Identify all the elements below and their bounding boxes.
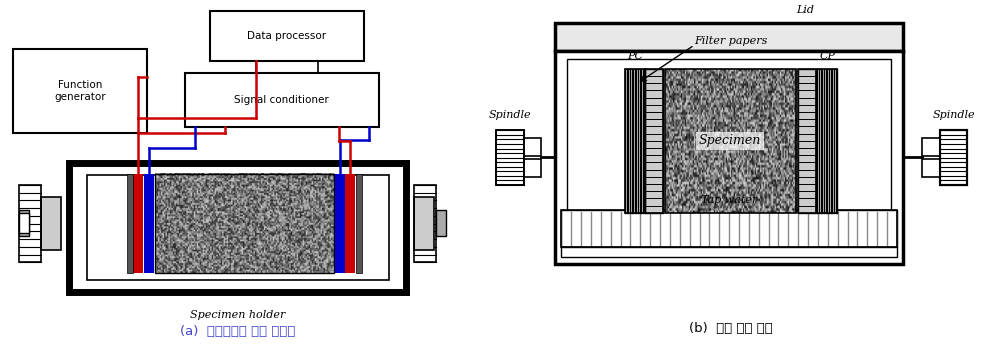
Bar — [437, 210, 446, 236]
Bar — [14, 49, 147, 133]
Bar — [20, 185, 41, 262]
Bar — [817, 69, 838, 213]
Bar — [185, 73, 379, 127]
Text: CP: CP — [819, 51, 836, 61]
Bar — [567, 59, 891, 256]
Bar — [414, 185, 437, 262]
Bar — [144, 174, 154, 273]
Bar — [922, 138, 940, 156]
Text: Signal conditioner: Signal conditioner — [234, 95, 330, 105]
Bar — [555, 51, 903, 264]
Bar — [495, 130, 524, 185]
Bar — [798, 69, 815, 213]
Bar — [155, 174, 334, 273]
Bar — [210, 11, 364, 61]
Bar — [86, 175, 388, 280]
Text: Specimen holder: Specimen holder — [190, 310, 285, 320]
Text: Spindle: Spindle — [932, 111, 975, 120]
Bar — [20, 210, 29, 236]
Bar — [817, 69, 838, 213]
Text: (a)  전기비저항 측정 시스템: (a) 전기비저항 측정 시스템 — [180, 325, 295, 338]
Bar — [345, 174, 355, 273]
Bar — [555, 23, 903, 51]
Bar — [645, 69, 662, 213]
Bar — [69, 163, 406, 292]
Text: Specimen: Specimen — [699, 134, 761, 147]
Bar — [561, 210, 897, 247]
Bar — [664, 69, 796, 213]
Bar — [356, 174, 362, 273]
Text: Lid: Lid — [797, 5, 814, 15]
Bar — [922, 159, 940, 177]
Bar — [524, 138, 542, 156]
Bar — [128, 174, 133, 273]
Bar — [561, 247, 897, 257]
Bar — [133, 174, 143, 273]
Bar — [940, 130, 967, 185]
Text: Data processor: Data processor — [247, 31, 327, 41]
Bar — [414, 197, 435, 250]
Bar — [940, 130, 967, 185]
Bar — [625, 69, 645, 213]
Bar — [495, 130, 524, 185]
Text: (b)  암석 시료 홀더: (b) 암석 시료 홀더 — [690, 322, 773, 335]
Bar — [41, 197, 61, 250]
Bar — [645, 69, 662, 213]
Bar — [524, 159, 542, 177]
Text: Spindle: Spindle — [489, 111, 531, 120]
Bar — [561, 210, 897, 247]
Bar — [335, 174, 345, 273]
Bar — [798, 69, 815, 213]
Text: PC: PC — [627, 51, 643, 61]
Text: Filter papers: Filter papers — [695, 36, 768, 46]
Bar — [625, 69, 645, 213]
Text: Tap water: Tap water — [701, 195, 757, 205]
Bar — [20, 213, 29, 233]
Text: Function
generator: Function generator — [55, 80, 106, 102]
